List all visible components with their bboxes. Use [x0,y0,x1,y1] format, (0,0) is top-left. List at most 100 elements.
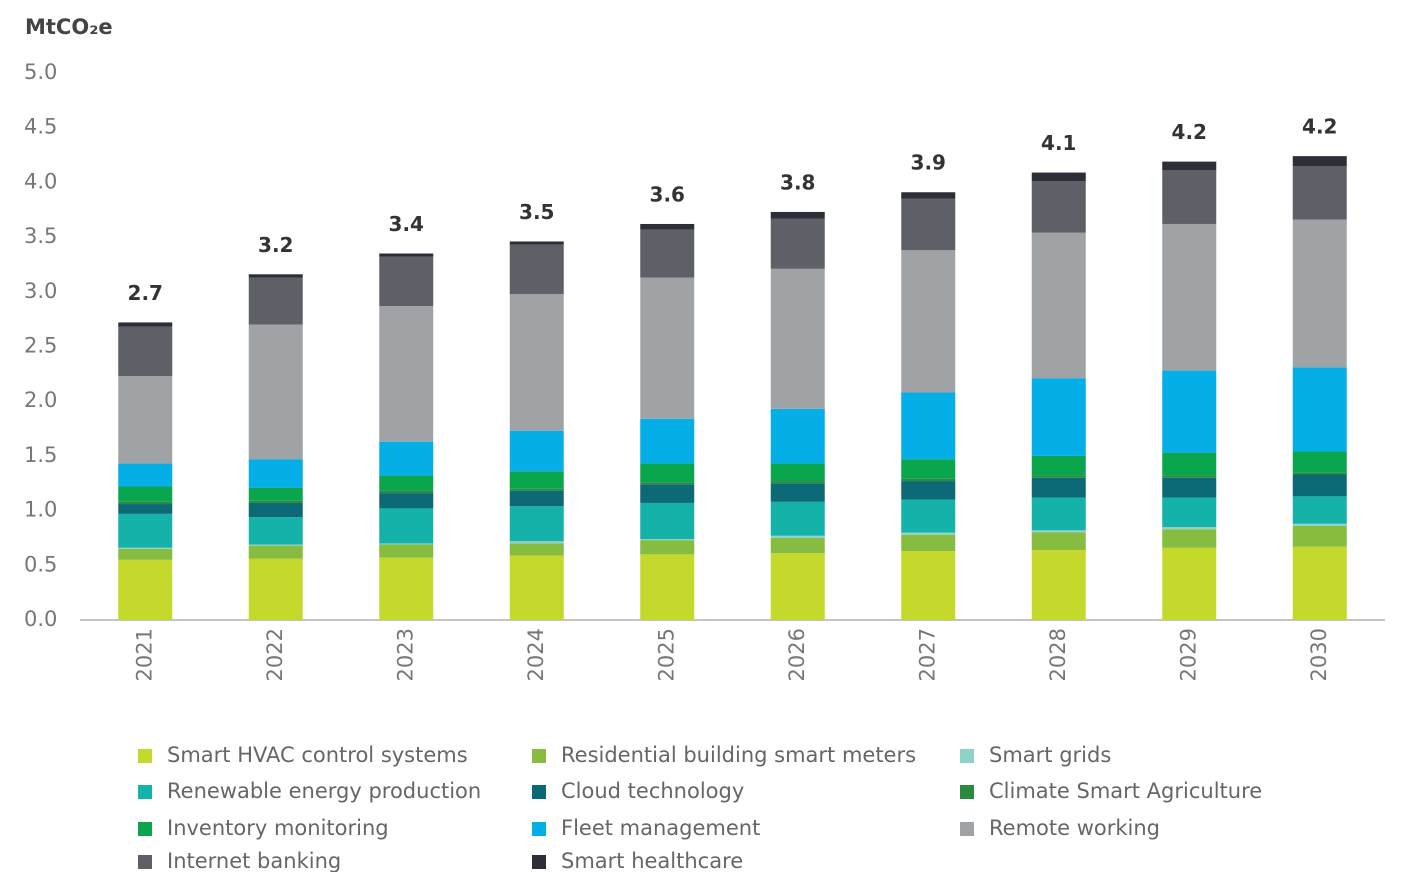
bar-segment [509,555,564,620]
bar-segment [1031,477,1086,498]
bar-segment [1031,378,1086,456]
bar-segment [640,277,695,419]
y-tick-label: 2.0 [24,388,57,412]
y-tick-label: 2.5 [24,334,57,358]
bar-segment [248,324,303,460]
bar-segment [770,268,825,409]
bar-segment [379,441,434,476]
legend-label: Renewable energy production [167,779,481,803]
bar-segment [509,293,564,431]
legend-label: Remote working [989,816,1160,840]
legend-label: Climate Smart Agriculture [989,779,1262,803]
bar-segment [509,506,564,542]
bar-segment [248,558,303,620]
bar-segment [509,471,564,489]
bar-segment [118,547,173,549]
bar-segment [901,478,956,482]
x-tick-label: 2021 [132,628,156,681]
total-label: 4.2 [1172,120,1207,144]
legend-swatch [138,822,152,836]
y-tick-label: 3.5 [24,224,57,248]
bar-segment [118,559,173,620]
bar-segment [1162,497,1217,528]
bar-segment [509,241,564,245]
total-label: 3.9 [911,151,946,175]
bar-segment [509,488,564,491]
bar-segment [379,306,434,442]
bar-segment [379,490,434,494]
bar-segment [118,548,173,560]
legend-label: Smart healthcare [561,849,743,872]
bar-segment [1292,451,1347,473]
bar-segment [1292,156,1347,166]
y-axis-label: MtCO₂e [25,15,113,39]
x-tick-label: 2023 [393,628,417,681]
x-tick-label: 2030 [1307,628,1331,681]
bar-segment [1162,477,1217,498]
bar-segment [1031,530,1086,533]
legend-swatch [138,749,152,763]
bar-segment [640,554,695,620]
bar-segment [1162,452,1217,476]
bar-segment [1292,474,1347,497]
bar-segment [1162,370,1217,453]
bar-segment [640,484,695,503]
x-tick-label: 2022 [263,628,287,681]
y-tick-label: 5.0 [24,60,57,84]
bar-segment [1162,529,1217,548]
total-label: 3.6 [650,182,685,206]
legend-label: Residential building smart meters [561,743,916,767]
bar-segment [770,218,825,269]
y-tick-label: 0.5 [24,552,57,576]
bar-segment [379,253,434,257]
legend-swatch [960,749,974,763]
y-tick-label: 4.5 [24,115,57,139]
bar-segment [1292,523,1347,526]
legend-swatch [532,822,546,836]
bar-segment [901,250,956,393]
bar-segment [118,376,173,464]
bar-segment [248,500,303,503]
bar-segment [1031,475,1086,478]
bar-segment [509,490,564,507]
bar-segment [640,229,695,278]
bar-segment [640,463,695,483]
bar-segment [509,244,564,294]
bar-segment [1292,496,1347,524]
x-tick-label: 2024 [524,628,548,681]
x-tick-label: 2028 [1046,628,1070,681]
total-label: 2.7 [128,281,163,305]
bar-segment [770,501,825,536]
bar-segment [770,211,825,219]
legend-swatch [532,785,546,799]
bar-segment [640,418,695,464]
bar-segment [901,551,956,620]
bar-segment [118,504,173,514]
y-tick-label: 1.0 [24,498,57,522]
bar-segment [1031,181,1086,233]
bar-segment [1031,172,1086,182]
legend-swatch [532,749,546,763]
bar-segment [248,274,303,278]
bar-segment [379,493,434,509]
bar-segment [379,557,434,620]
bar-segment [1162,527,1217,530]
bar-segment [770,463,825,482]
bar-segment [770,483,825,502]
bar-segment [640,540,695,555]
bar-segment [248,544,303,546]
bar-segment [1162,170,1217,224]
bar-segment [640,223,695,230]
bar-segment [1292,367,1347,452]
bar-segment [118,326,173,377]
total-label: 3.4 [389,212,424,236]
legend-swatch [532,855,546,869]
bar-segment [901,532,956,535]
bar-segment [1292,165,1347,220]
legend-label: Smart HVAC control systems [167,743,468,767]
bar-segment [248,487,303,501]
bar-segment [509,430,564,472]
bar-segment [509,543,564,556]
legend-swatch [960,785,974,799]
bar-segment [770,537,825,554]
